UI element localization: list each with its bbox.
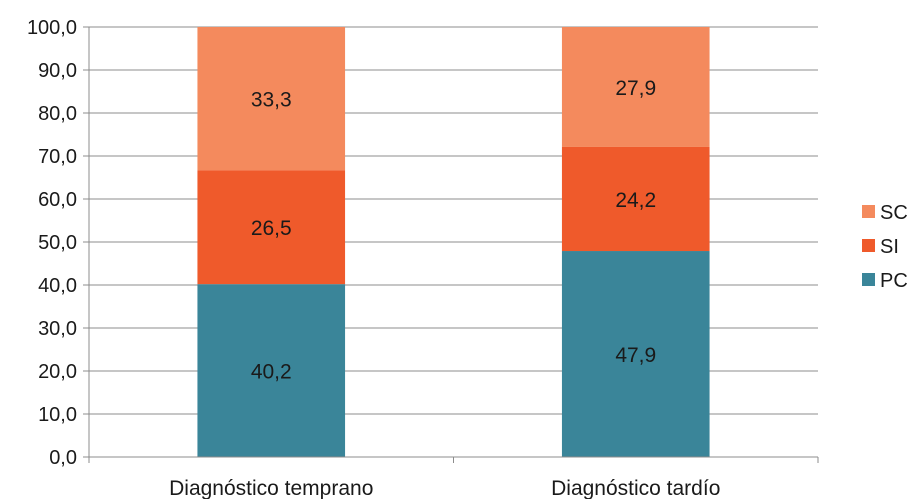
legend-label: PC [880, 270, 908, 292]
bar-segment-si [197, 170, 346, 285]
y-tick-label: 0,0 [49, 447, 77, 469]
data-label: 33,3 [251, 89, 292, 112]
data-labels: 40,2 26,5 33,3 47,9 24,2 27,9 [251, 77, 656, 384]
y-tick-label: 60,0 [38, 189, 77, 211]
y-tick-label: 100,0 [27, 17, 77, 39]
x-axis-category-labels: Diagnóstico temprano Diagnóstico tardío [169, 477, 720, 499]
legend: SC SI PC [862, 202, 908, 292]
data-label: 40,2 [251, 361, 292, 384]
legend-label: SI [880, 236, 899, 258]
legend-swatch-si [862, 239, 875, 252]
y-tick-label: 90,0 [38, 60, 77, 82]
x-category-label: Diagnóstico temprano [169, 477, 373, 499]
y-axis-tick-labels: 0,0 10,0 20,0 30,0 40,0 50,0 60,0 70,0 80,0 90,0 1… [27, 17, 77, 469]
y-tick-label: 70,0 [38, 146, 77, 168]
axes [83, 26, 819, 463]
data-label: 47,9 [615, 344, 656, 367]
bars [197, 27, 710, 457]
bar-segment-si [561, 146, 710, 252]
data-label: 26,5 [251, 217, 292, 240]
x-category-label: Diagnóstico tardío [551, 477, 720, 499]
y-tick-label: 40,0 [38, 275, 77, 297]
legend-swatch-sc [862, 205, 875, 218]
data-label: 24,2 [615, 189, 656, 212]
data-label: 27,9 [615, 77, 656, 100]
y-tick-label: 30,0 [38, 318, 77, 340]
legend-label: SC [880, 202, 908, 224]
bar-segment-sc [197, 27, 346, 171]
y-tick-label: 20,0 [38, 361, 77, 383]
bar-segment-sc [561, 27, 710, 147]
y-tick-label: 50,0 [38, 232, 77, 254]
y-tick-label: 80,0 [38, 103, 77, 125]
bar-segment-pc [561, 251, 710, 457]
y-tick-label: 10,0 [38, 404, 77, 426]
bar-segment-pc [197, 284, 346, 457]
legend-swatch-pc [862, 273, 875, 286]
